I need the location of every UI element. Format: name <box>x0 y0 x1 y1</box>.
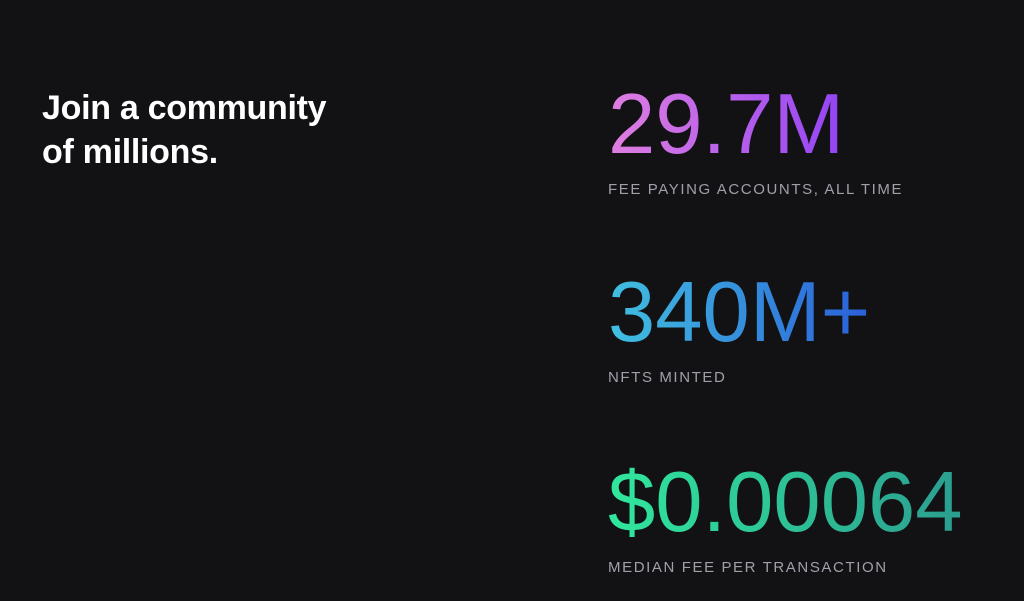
stat-value-median-fee: $0.00064 <box>608 455 963 550</box>
stat-value-nfts-minted: 340M+ <box>608 265 871 360</box>
section-heading-line2: of millions. <box>42 133 218 171</box>
stats-column: 29.7M FEE PAYING ACCOUNTS, ALL TIME 340M… <box>608 0 1008 601</box>
section-heading-line1: Join a community <box>42 89 327 127</box>
stat-median-fee: $0.00064 MEDIAN FEE PER TRANSACTION <box>608 460 963 576</box>
stat-nfts-minted: 340M+ NFTS MINTED <box>608 270 870 386</box>
stat-value-fee-paying-accounts: 29.7M <box>608 77 845 172</box>
stat-label-median-fee: MEDIAN FEE PER TRANSACTION <box>608 559 888 576</box>
section-heading: Join a community of millions. <box>42 86 327 174</box>
stat-label-nfts-minted: NFTS MINTED <box>608 369 727 386</box>
stat-label-fee-paying-accounts: FEE PAYING ACCOUNTS, ALL TIME <box>608 181 904 198</box>
stat-fee-paying-accounts: 29.7M FEE PAYING ACCOUNTS, ALL TIME <box>608 82 903 198</box>
